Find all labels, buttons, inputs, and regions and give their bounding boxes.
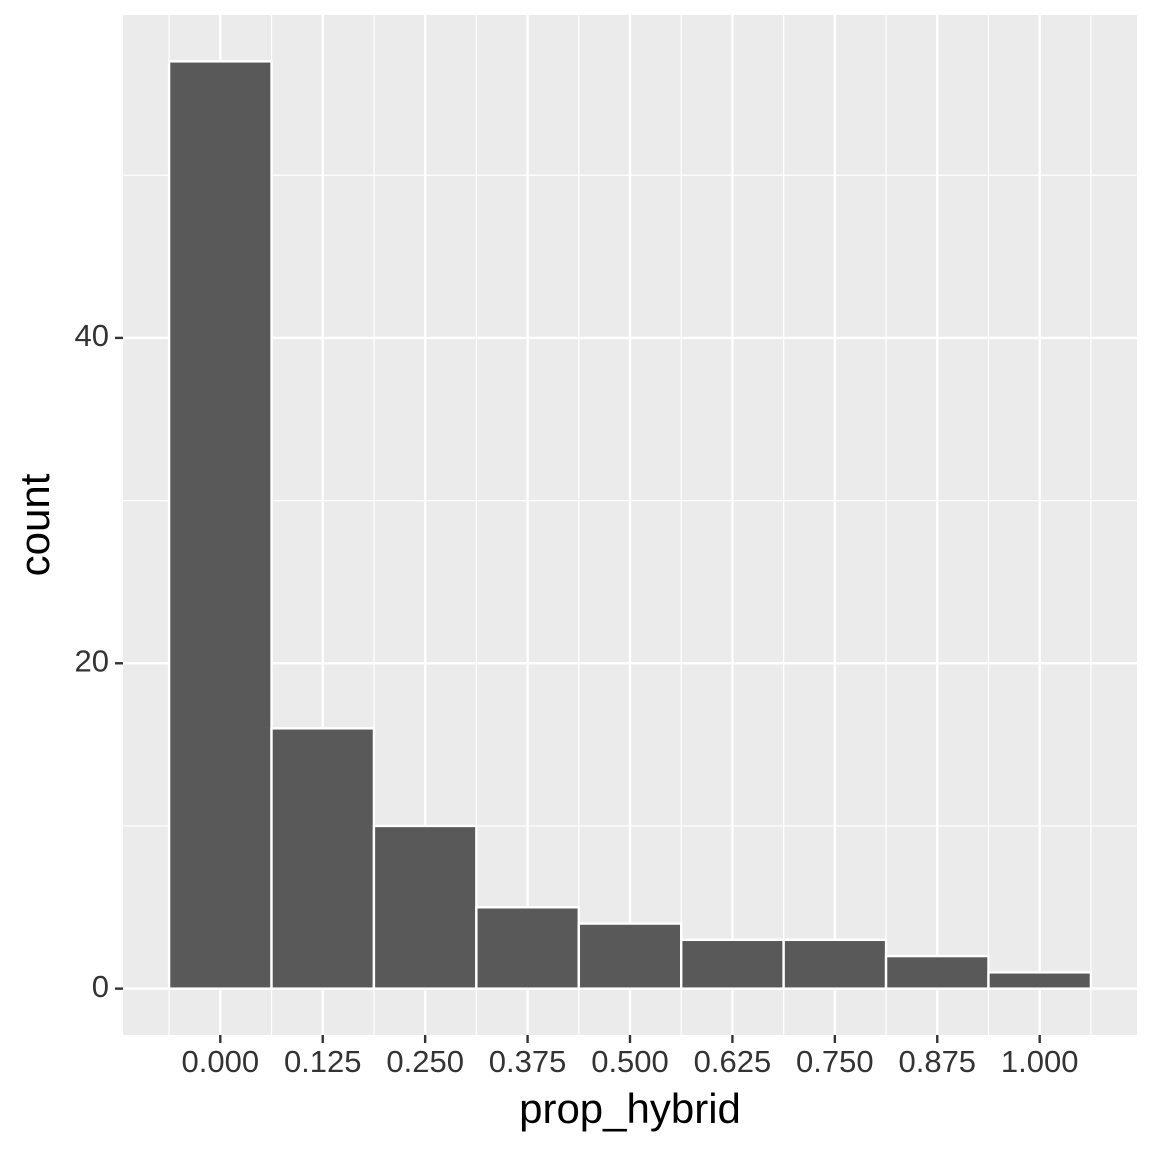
x-tick-label: 0.375	[489, 1044, 567, 1079]
x-tick-label: 1.000	[1001, 1044, 1079, 1079]
x-axis-title: prop_hybrid	[519, 1085, 741, 1132]
x-tick-label: 0.500	[591, 1044, 669, 1079]
bar	[270, 727, 376, 990]
bar	[475, 906, 580, 990]
bar	[680, 938, 785, 990]
y-tick-label: 20	[75, 643, 109, 678]
x-tick-label: 0.125	[284, 1044, 362, 1079]
bar	[782, 938, 888, 990]
x-tick-label: 0.000	[182, 1044, 260, 1079]
bar	[372, 824, 478, 990]
x-tick-label: 0.750	[796, 1044, 874, 1079]
x-tick-label: 0.625	[694, 1044, 772, 1079]
bars	[167, 60, 1093, 990]
bar	[987, 971, 1093, 990]
bar	[884, 954, 990, 990]
bar	[577, 922, 683, 990]
bar	[167, 60, 273, 990]
y-tick-label: 40	[75, 318, 109, 353]
y-tick-label: 0	[92, 969, 109, 1004]
x-tick-label: 0.875	[898, 1044, 976, 1079]
x-tick-label: 0.250	[386, 1044, 464, 1079]
y-axis-title: count	[11, 473, 58, 576]
